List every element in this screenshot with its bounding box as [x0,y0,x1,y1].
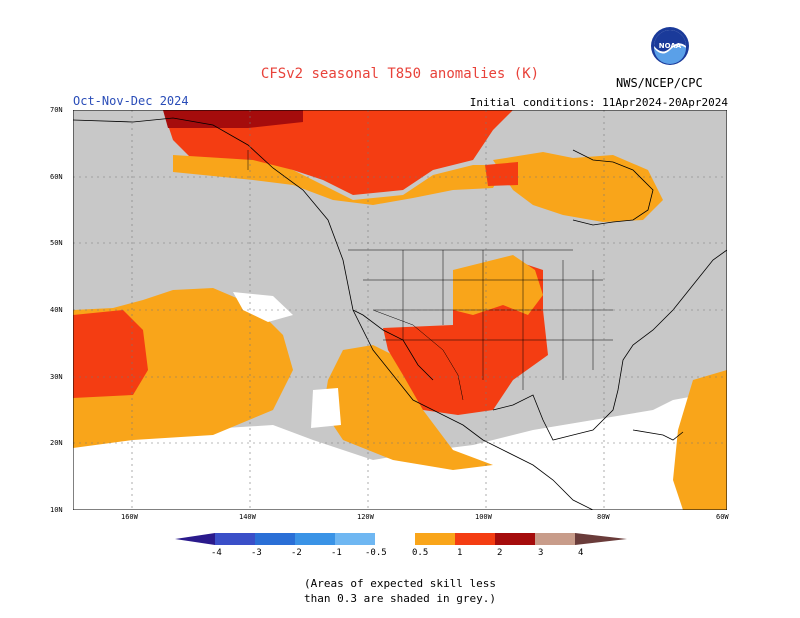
lon-label: 60W [716,513,729,521]
colorbar-label: 1 [457,548,463,558]
colorbar-left-arrow [175,533,215,545]
mexico-orange-region [323,345,493,470]
lon-label: 160W [121,513,138,521]
pacific-red-region [73,310,148,398]
lat-label: 20N [50,439,63,447]
lat-label: 60N [50,173,63,181]
noaa-logo-icon: NOAA [651,27,689,65]
colorbar-label: 3 [538,548,544,558]
colorbar-label: -3 [251,548,262,558]
north-red-region [163,110,513,195]
colorbar-label: -4 [211,548,222,558]
skill-note: (Areas of expected skill less than 0.3 a… [0,576,800,606]
map-title: CFSv2 seasonal T850 anomalies (K) [260,66,540,82]
lat-label: 10N [50,506,63,514]
colorbar-segment [295,533,335,545]
colorbar-label: 0.5 [412,548,429,558]
colorbar-label: 2 [497,548,503,558]
skill-note-line: than 0.3 are shaded in grey.) [303,592,497,605]
colorbar-segment [415,533,455,545]
colorbar-segment [255,533,295,545]
hudson-red-patch [485,162,518,186]
lat-label: 40N [50,306,63,314]
colorbar [175,533,627,545]
pacific-white-patch [233,292,293,322]
colorbar-segment [215,533,255,545]
central-us-orange-region [453,255,543,315]
colorbar-segment [495,533,535,545]
north-darkred-region [163,110,303,128]
colorbar-segment [375,533,415,545]
coastlines [73,117,727,510]
colorbar-right-arrow [575,533,627,545]
anomaly-map [73,110,727,510]
hudson-orange-region [493,152,663,222]
white-area [73,390,727,510]
lat-label: 50N [50,239,63,247]
initial-conditions-label: Initial conditions: 11Apr2024-20Apr2024 [469,96,728,109]
lon-label: 100W [475,513,492,521]
mexico-white-patch [311,388,341,428]
skill-note-line: (Areas of expected skill less [303,577,497,590]
lat-label: 70N [50,106,63,114]
colorbar-label: -0.5 [365,548,387,558]
colorbar-segment [335,533,375,545]
graticule [73,110,727,510]
colorbar-label: -1 [331,548,342,558]
colorbar-segment [455,533,495,545]
atlantic-orange-region [673,370,727,510]
agency-label: NWS/NCEP/CPC [616,76,703,90]
lon-label: 120W [357,513,374,521]
lon-label: 140W [239,513,256,521]
north-orange-region [173,155,503,205]
logo-text: NOAA [659,42,682,50]
season-label: Oct-Nov-Dec 2024 [73,94,189,108]
lon-label: 80W [597,513,610,521]
colorbar-label: -2 [291,548,302,558]
political-boundaries [247,150,613,401]
lat-label: 30N [50,373,63,381]
colorbar-label: 4 [578,548,584,558]
colorbar-segment [535,533,575,545]
